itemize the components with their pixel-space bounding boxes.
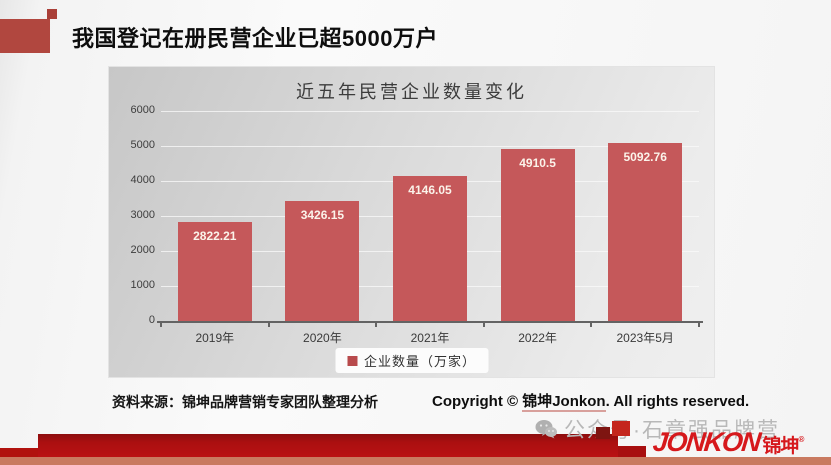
bar — [608, 142, 683, 321]
y-tick-label: 1000 — [130, 279, 155, 291]
axis-tick — [590, 321, 593, 327]
y-tick-label: 6000 — [130, 104, 155, 116]
footer-salmon-strip — [0, 457, 831, 465]
logo-wordmark-cn: 锦坤 — [762, 436, 800, 457]
copyright-brand: 锦坤Jonkon — [522, 393, 606, 412]
bar — [500, 149, 575, 321]
copyright-suffix: . All rights reserved. — [605, 393, 750, 410]
y-tick-label: 5000 — [130, 139, 155, 151]
bar-value-label: 4146.05 — [408, 182, 452, 197]
legend-label: 企业数量（万家） — [363, 354, 477, 369]
chart-legend: 企业数量（万家） — [334, 348, 489, 373]
axis-tick — [375, 321, 378, 327]
y-tick-label: 4000 — [130, 174, 155, 186]
footer-red-band — [38, 434, 618, 457]
page-title: 我国登记在册民营企业已超5000万户 — [72, 26, 438, 51]
x-tick-label: 2020年 — [303, 331, 342, 345]
source-note: 资料来源：锦坤品牌营销专家团队整理分析 — [112, 394, 378, 410]
axis-tick — [482, 321, 485, 327]
footer-left-bar — [0, 448, 38, 457]
bar — [285, 201, 360, 321]
gridline — [161, 146, 699, 147]
bar — [177, 222, 252, 321]
registered-mark-icon: ® — [798, 435, 805, 444]
gridline — [161, 111, 699, 112]
header-accent-square — [47, 9, 57, 19]
chart-title: 近五年民营企业数量变化 — [296, 82, 527, 102]
x-tick-label: 2022年 — [518, 331, 557, 345]
bar-value-label: 4910.5 — [519, 156, 556, 171]
x-tick-label: 2019年 — [195, 331, 235, 345]
copyright-prefix: Copyright © — [432, 393, 523, 410]
x-tick-label: 2023年5月 — [616, 331, 674, 345]
x-tick-label: 2021年 — [410, 331, 450, 345]
header-accent-rectangle — [0, 19, 50, 53]
axis-tick — [160, 321, 162, 327]
wechat-icon — [534, 417, 558, 441]
y-tick-label: 0 — [148, 314, 155, 326]
logo-wordmark-en: JONKON — [651, 427, 762, 457]
legend-swatch-icon — [346, 355, 357, 366]
y-tick-label: 2000 — [130, 244, 155, 256]
bar — [393, 175, 467, 321]
footer-step-square-bright — [612, 421, 630, 436]
axis-tick — [267, 321, 270, 327]
jonkon-logo: JONKON 锦坤 ® — [651, 427, 805, 457]
bar-value-label: 2822.21 — [193, 229, 237, 244]
y-tick-label: 3000 — [130, 209, 155, 221]
bar-value-label: 5092.76 — [623, 149, 667, 164]
x-axis-line — [157, 321, 703, 323]
chart-panel: 近五年民营企业数量变化 企业数量（万家） 0 1000 2000 3000 4000 50… — [108, 66, 715, 378]
copyright-text: Copyright © 锦坤Jonkon. All rights reserve… — [432, 390, 750, 412]
axis-tick — [698, 321, 700, 327]
footer-step-square-dark — [596, 427, 610, 439]
footer-red-band-extension — [618, 446, 646, 457]
bar-value-label: 3426.15 — [300, 208, 345, 223]
